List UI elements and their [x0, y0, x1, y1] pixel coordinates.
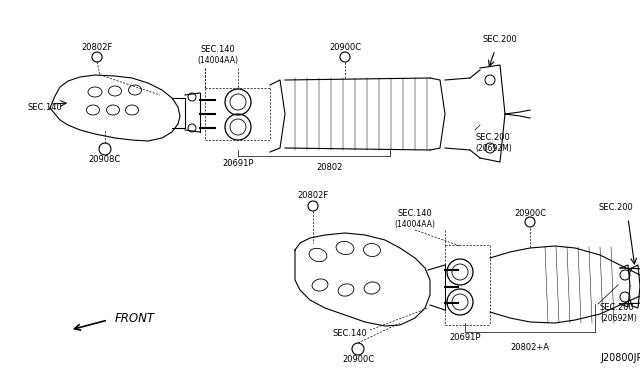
Text: 20900C: 20900C [342, 356, 374, 365]
Text: (20692M): (20692M) [600, 314, 637, 323]
Text: 20908C: 20908C [89, 155, 121, 164]
Text: 20691P: 20691P [449, 334, 481, 343]
Text: 20900C: 20900C [514, 208, 546, 218]
Text: SEC.200: SEC.200 [483, 35, 517, 45]
Text: (14004AA): (14004AA) [394, 219, 435, 228]
Text: J20800JP: J20800JP [600, 353, 640, 363]
Text: (14004AA): (14004AA) [198, 55, 239, 64]
Text: SEC.200: SEC.200 [475, 132, 509, 141]
Text: 20802: 20802 [317, 164, 343, 173]
Text: 20802+A: 20802+A [511, 343, 550, 353]
Text: SEC.140: SEC.140 [200, 45, 236, 55]
Text: 20802F: 20802F [298, 192, 328, 201]
Text: SEC.140: SEC.140 [333, 328, 367, 337]
Text: SEC.200: SEC.200 [600, 304, 635, 312]
Text: 20802F: 20802F [81, 42, 113, 51]
Text: 20691P: 20691P [222, 158, 253, 167]
Text: FRONT: FRONT [115, 311, 155, 324]
Text: SEC.140: SEC.140 [28, 103, 63, 112]
Text: SEC.200: SEC.200 [598, 203, 634, 212]
Text: (20692M): (20692M) [475, 144, 512, 153]
Text: 20900C: 20900C [329, 42, 361, 51]
Text: SEC.140: SEC.140 [397, 209, 433, 218]
